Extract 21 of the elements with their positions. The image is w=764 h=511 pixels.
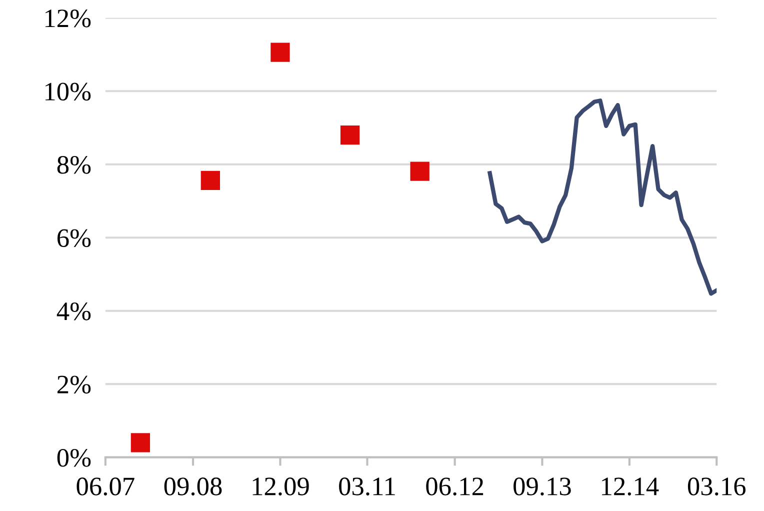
x-tick-label: 09.08 — [164, 478, 222, 496]
point — [270, 42, 290, 62]
x-tick-label: 06.07 — [76, 478, 134, 496]
y-tick-label: 0% — [57, 448, 91, 467]
point — [340, 126, 360, 145]
y-tick-label: 10% — [45, 82, 91, 101]
x-tick-label: 12.14 — [602, 478, 659, 496]
point — [410, 162, 430, 181]
line-series — [488, 98, 717, 296]
x-tick-label: 09.13 — [514, 478, 571, 496]
y-tick-label: 6% — [58, 229, 91, 248]
x-tick-label: 12.09 — [252, 478, 309, 496]
x-tick-label: 03.16 — [688, 478, 746, 496]
point — [130, 433, 150, 452]
y-tick-label: 12% — [45, 9, 91, 28]
point — [200, 170, 220, 190]
x-tick-label: 06.12 — [426, 478, 484, 496]
x-tick-label: 03.11 — [339, 478, 395, 496]
y-tick-label: 8% — [57, 156, 91, 174]
y-tick-label: 2% — [58, 376, 91, 394]
y-tick-label: 4% — [56, 302, 91, 320]
